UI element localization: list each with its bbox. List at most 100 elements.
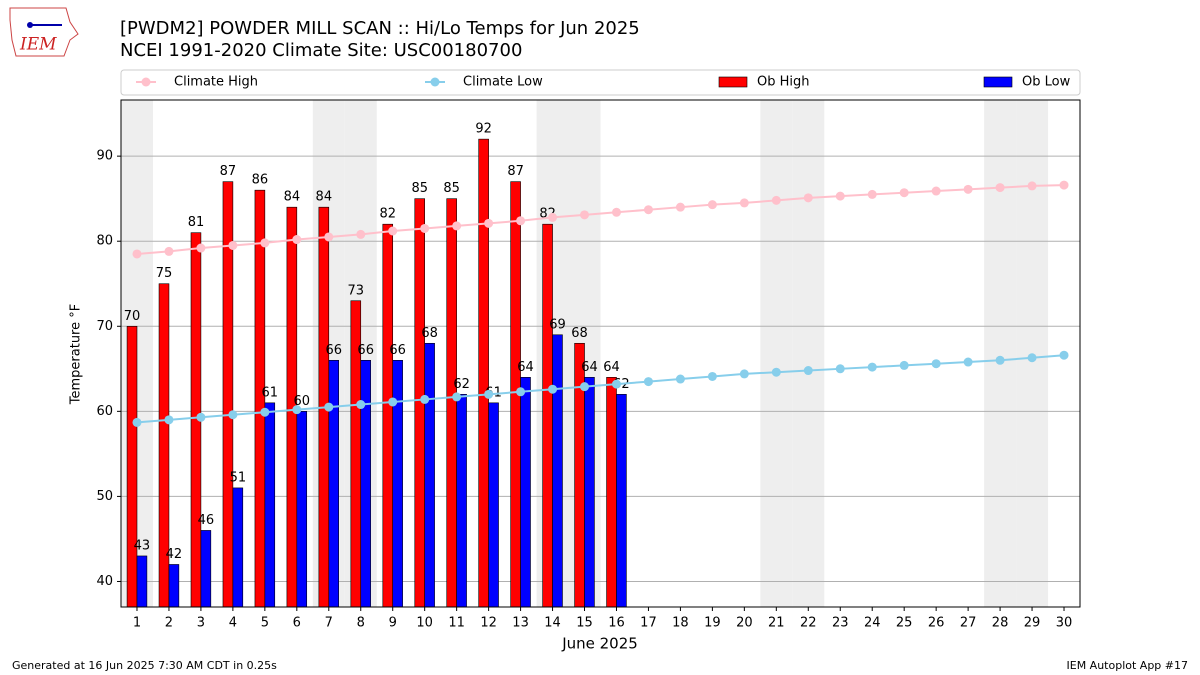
point (260, 238, 270, 248)
x-tick-label: 21 (768, 616, 785, 631)
data-label: 75 (156, 266, 173, 281)
x-tick-label: 6 (293, 616, 301, 631)
x-tick-label: 28 (992, 616, 1009, 631)
data-label: 68 (421, 326, 438, 341)
point (132, 417, 142, 427)
point (931, 186, 941, 196)
point (388, 397, 398, 407)
point (995, 355, 1005, 365)
data-label: 66 (325, 343, 342, 358)
logo-dot (27, 22, 33, 28)
point (228, 240, 238, 250)
point (164, 246, 174, 256)
point (1059, 350, 1069, 360)
point (739, 198, 749, 208)
point (1027, 353, 1037, 363)
legend-label: Ob High (757, 75, 810, 90)
data-label: 66 (357, 343, 374, 358)
data-label: 81 (188, 215, 205, 230)
x-tick-label: 26 (928, 616, 945, 631)
footer-left: Generated at 16 Jun 2025 7:30 AM CDT in … (12, 659, 277, 672)
x-tick-label: 15 (576, 616, 593, 631)
bar (392, 360, 403, 608)
point (611, 379, 621, 389)
point (420, 223, 430, 233)
point (292, 235, 302, 245)
bar (520, 377, 531, 608)
point (548, 212, 558, 222)
point (452, 221, 462, 231)
x-tick-label: 9 (389, 616, 397, 631)
chart-title: [PWDM2] POWDER MILL SCAN :: Hi/Lo Temps … (120, 18, 640, 39)
data-label: 43 (134, 538, 151, 553)
bar (542, 223, 553, 608)
x-tick-label: 25 (896, 616, 913, 631)
y-tick-label: 50 (96, 489, 113, 504)
bar (478, 138, 489, 608)
point (867, 189, 877, 199)
data-label: 64 (581, 360, 598, 375)
point (899, 188, 909, 198)
point (164, 415, 174, 425)
data-label: 66 (389, 343, 406, 358)
x-tick-label: 19 (704, 616, 721, 631)
point (292, 405, 302, 415)
data-label: 73 (348, 283, 365, 298)
point (324, 232, 334, 242)
data-label: 68 (571, 326, 588, 341)
bar (126, 325, 138, 608)
legend-marker (430, 77, 440, 87)
x-tick-label: 17 (640, 616, 657, 631)
y-tick-label: 60 (96, 404, 113, 419)
data-label: 46 (198, 513, 215, 528)
point (643, 205, 653, 215)
point (675, 374, 685, 384)
x-tick-label: 20 (736, 616, 753, 631)
x-tick-label: 5 (261, 616, 269, 631)
highlight-band (760, 100, 793, 607)
data-label: 64 (517, 360, 534, 375)
point (739, 369, 749, 379)
x-tick-label: 11 (448, 616, 465, 631)
point (356, 229, 366, 239)
data-label: 61 (262, 385, 279, 400)
point (707, 200, 717, 210)
bar (488, 402, 499, 608)
point (963, 357, 973, 367)
legend-swatch (718, 76, 748, 88)
x-tick-label: 2 (165, 616, 173, 631)
point (867, 362, 877, 372)
point (260, 407, 270, 417)
point (675, 202, 685, 212)
point (452, 392, 462, 402)
data-label: 87 (220, 164, 237, 179)
legend-marker (141, 77, 151, 87)
y-tick-label: 90 (96, 149, 113, 164)
x-tick-label: 30 (1056, 616, 1073, 631)
bar (382, 223, 394, 608)
y-tick-label: 70 (96, 319, 113, 334)
logo-shape (9, 7, 79, 57)
point (803, 193, 813, 203)
y-axis-label: Temperature °F (69, 304, 84, 405)
point (516, 216, 526, 226)
x-tick-label: 8 (357, 616, 365, 631)
legend (120, 69, 1081, 96)
point (580, 382, 590, 392)
logo-text: IEM (19, 35, 57, 55)
point (995, 183, 1005, 193)
line (136, 354, 1065, 424)
data-label: 86 (252, 173, 269, 188)
highlight-band (792, 100, 825, 607)
legend-label: Climate Low (463, 75, 543, 90)
legend-label: Climate High (174, 75, 258, 90)
bar (424, 342, 435, 608)
bar (584, 377, 595, 608)
data-label: 84 (316, 190, 333, 205)
x-tick-label: 1 (133, 616, 141, 631)
x-tick-label: 24 (864, 616, 881, 631)
point (324, 402, 334, 412)
point (484, 389, 494, 399)
data-label: 85 (443, 181, 460, 196)
